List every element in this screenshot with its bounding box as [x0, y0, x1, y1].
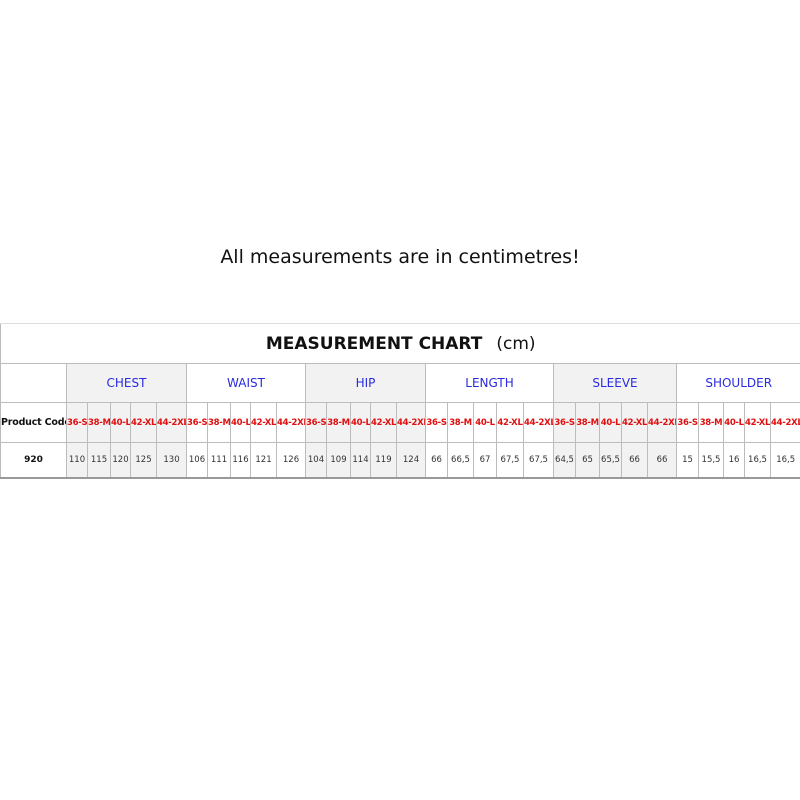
- size-label-chest: 42-XL: [130, 402, 157, 443]
- measurement-chart-table: MEASUREMENT CHART (cm) CHEST WAIST HIP LENGT…: [0, 323, 800, 479]
- size-label-sleeve: 36-S: [553, 402, 576, 443]
- size-label-shoulder: 42-XL: [744, 402, 771, 443]
- size-label-chest: 40-L: [110, 402, 131, 443]
- group-header-waist: WAIST: [186, 363, 306, 403]
- value-cell-sleeve: 65,5: [599, 442, 622, 479]
- size-label-length: 44-2XL: [523, 402, 554, 443]
- value-cell-hip: 114: [350, 442, 371, 479]
- value-cell-chest: 125: [130, 442, 157, 479]
- size-label-waist: 38-M: [207, 402, 231, 443]
- value-cell-hip: 124: [396, 442, 426, 479]
- chart-title-text: MEASUREMENT CHART: [265, 333, 483, 354]
- group-header-hip: HIP: [305, 363, 426, 403]
- value-cell-hip: 109: [326, 442, 351, 479]
- size-label-hip: 42-XL: [370, 402, 397, 443]
- empty-corner-cell: [0, 363, 67, 403]
- size-label-hip: 44-2XL: [396, 402, 426, 443]
- measurement-note: All measurements are in centimetres!: [220, 246, 580, 268]
- size-label-hip: 38-M: [326, 402, 351, 443]
- size-label-sleeve: 44-2XL: [647, 402, 677, 443]
- value-cell-waist: 121: [250, 442, 277, 479]
- value-cell-length: 67: [473, 442, 497, 479]
- value-cell-length: 66: [425, 442, 448, 479]
- size-label-waist: 36-S: [186, 402, 208, 443]
- chart-title: MEASUREMENT CHART (cm): [0, 323, 800, 364]
- value-cell-length: 66,5: [447, 442, 474, 479]
- size-label-length: 38-M: [447, 402, 474, 443]
- product-code-value: 920: [0, 442, 67, 479]
- value-cell-chest: 110: [66, 442, 88, 479]
- value-cell-sleeve: 64,5: [553, 442, 576, 479]
- size-label-shoulder: 40-L: [723, 402, 745, 443]
- value-cell-sleeve: 66: [647, 442, 677, 479]
- value-cell-length: 67,5: [496, 442, 524, 479]
- value-cell-waist: 126: [276, 442, 306, 479]
- size-label-chest: 36-S: [66, 402, 88, 443]
- product-code-label: Product Code: [0, 402, 67, 443]
- size-label-length: 36-S: [425, 402, 448, 443]
- value-cell-waist: 106: [186, 442, 208, 479]
- size-label-shoulder: 44-2XL: [769, 402, 800, 443]
- size-label-sleeve: 38-M: [575, 402, 600, 443]
- size-label-length: 40-L: [473, 402, 497, 443]
- value-cell-sleeve: 66: [621, 442, 648, 479]
- value-cell-shoulder: 16: [723, 442, 745, 479]
- size-label-hip: 40-L: [350, 402, 371, 443]
- value-cell-hip: 119: [370, 442, 397, 479]
- group-header-shoulder: SHOULDER: [675, 363, 800, 403]
- value-cell-sleeve: 65: [575, 442, 600, 479]
- value-cell-waist: 116: [230, 442, 251, 479]
- value-cell-length: 67,5: [523, 442, 554, 479]
- size-label-chest: 38-M: [87, 402, 111, 443]
- size-label-waist: 44-2XL: [276, 402, 306, 443]
- group-header-chest: CHEST: [66, 363, 187, 403]
- value-cell-waist: 111: [207, 442, 231, 479]
- value-cell-chest: 120: [110, 442, 131, 479]
- value-cell-shoulder: 15: [676, 442, 699, 479]
- value-cell-hip: 104: [305, 442, 327, 479]
- group-header-sleeve: SLEEVE: [553, 363, 677, 403]
- value-cell-chest: 115: [87, 442, 111, 479]
- chart-unit: (cm): [496, 333, 536, 354]
- value-cell-chest: 130: [156, 442, 187, 479]
- value-cell-shoulder: 15,5: [698, 442, 724, 479]
- size-label-sleeve: 42-XL: [621, 402, 648, 443]
- size-label-length: 42-XL: [496, 402, 524, 443]
- size-label-waist: 42-XL: [250, 402, 277, 443]
- value-cell-shoulder: 16,5: [769, 442, 800, 479]
- size-label-waist: 40-L: [230, 402, 251, 443]
- size-label-sleeve: 40-L: [599, 402, 622, 443]
- size-label-shoulder: 36-S: [676, 402, 699, 443]
- size-label-hip: 36-S: [305, 402, 327, 443]
- size-label-chest: 44-2XL: [156, 402, 187, 443]
- value-cell-shoulder: 16,5: [744, 442, 771, 479]
- size-label-shoulder: 38-M: [698, 402, 724, 443]
- group-header-length: LENGTH: [425, 363, 554, 403]
